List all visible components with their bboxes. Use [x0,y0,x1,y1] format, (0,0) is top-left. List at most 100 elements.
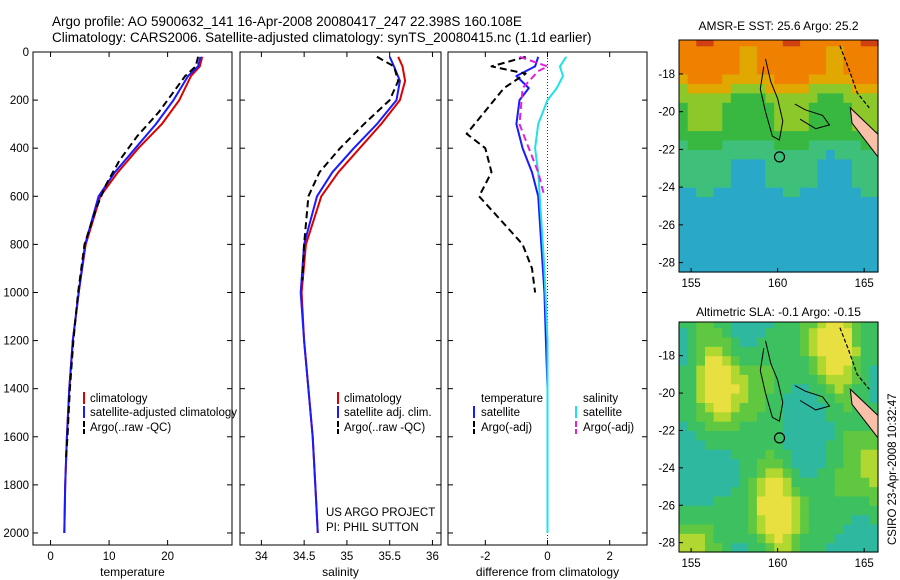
map-cell [817,411,827,422]
map-cell [679,92,689,103]
map-cell [713,92,723,103]
map-cell [791,92,801,103]
map-cell [800,215,810,226]
x-tick-label: 35.5 [378,551,400,563]
map-cell [852,168,862,179]
map-cell [705,524,715,534]
map-cell [852,365,862,375]
map-cell [826,262,836,273]
map-cell [791,224,801,235]
map-cell [696,253,706,264]
map-cell [774,524,784,534]
map-cell [748,262,758,273]
map-cell [852,477,862,488]
map-cell [774,402,784,413]
map-cell [826,449,836,460]
map-cell [713,467,723,478]
map-cell [756,111,767,122]
map-cell [826,64,836,75]
map-cell [826,224,836,235]
map-cell [687,140,697,150]
map-cell [705,224,715,235]
map-cell [834,393,844,403]
map-cell [713,40,723,47]
map-cell [739,486,749,497]
map-cell [722,524,732,534]
map-cell [860,55,870,66]
map-cell [843,327,853,338]
x-tick-label: 10 [103,551,116,563]
map-cell [826,524,836,534]
map-cell [765,458,775,469]
map-cell [817,149,827,160]
map-cell [843,253,853,264]
map-cell [852,83,862,94]
map-cell [782,187,793,198]
map-cell [800,374,810,385]
map-cell [722,177,732,188]
map-cell [817,542,827,553]
map-cell [817,383,827,394]
map-cell [817,215,827,226]
map-cell [756,449,767,460]
map-cell [782,224,793,235]
map-cell [705,253,715,264]
map-cell [687,402,697,413]
x-tick-label: 34 [255,551,268,563]
map-cell [782,74,793,84]
map-cell [756,224,767,235]
map-cell [817,458,827,469]
map-cell [774,477,784,488]
map-cell [782,327,793,338]
map-cell [748,430,758,441]
map-cell [765,130,775,141]
map-cell [808,505,819,516]
map-cell [800,243,810,254]
y-tick-label: -18 [658,351,675,363]
map-cell [860,158,870,169]
y-tick-label: 1800 [3,480,29,492]
map-cell [834,486,844,497]
map-cell [679,533,689,544]
map-cell [774,542,784,553]
map-cell [722,243,732,254]
map-cell [765,140,775,150]
map-cell [782,243,793,254]
map-cell [765,111,775,122]
map-cell [730,393,741,403]
map-cell [756,495,767,506]
map-cell [808,322,819,329]
map-cell [800,383,810,394]
series-line [64,56,200,461]
map-cell [679,55,689,66]
map-cell [826,102,836,113]
map-cell [800,121,810,132]
map-cell [687,467,697,478]
map-cell [834,40,844,47]
map-cell [843,467,853,478]
map-cell [826,206,836,216]
map-cell [705,74,715,84]
map-cell [860,262,870,273]
map-cell [696,411,706,422]
map-cell [722,365,732,375]
legend-label: climatology [344,393,402,405]
map-cell [756,149,767,160]
map-cell [791,458,801,469]
map-cell [705,40,715,47]
map-cell [774,206,784,216]
x-tick-label: 160 [768,278,787,290]
map-cell [826,421,836,431]
map-cell [687,337,697,347]
map-cell [834,253,844,264]
map-cell [852,383,862,394]
map-cell [739,224,749,235]
map-cell [808,524,819,534]
map-cell [679,168,689,179]
map-cell [774,121,784,132]
map-cell [808,449,819,460]
map-cell [791,533,801,544]
map-cell [808,411,819,422]
map-cell [800,187,810,198]
map-cell [834,505,844,516]
